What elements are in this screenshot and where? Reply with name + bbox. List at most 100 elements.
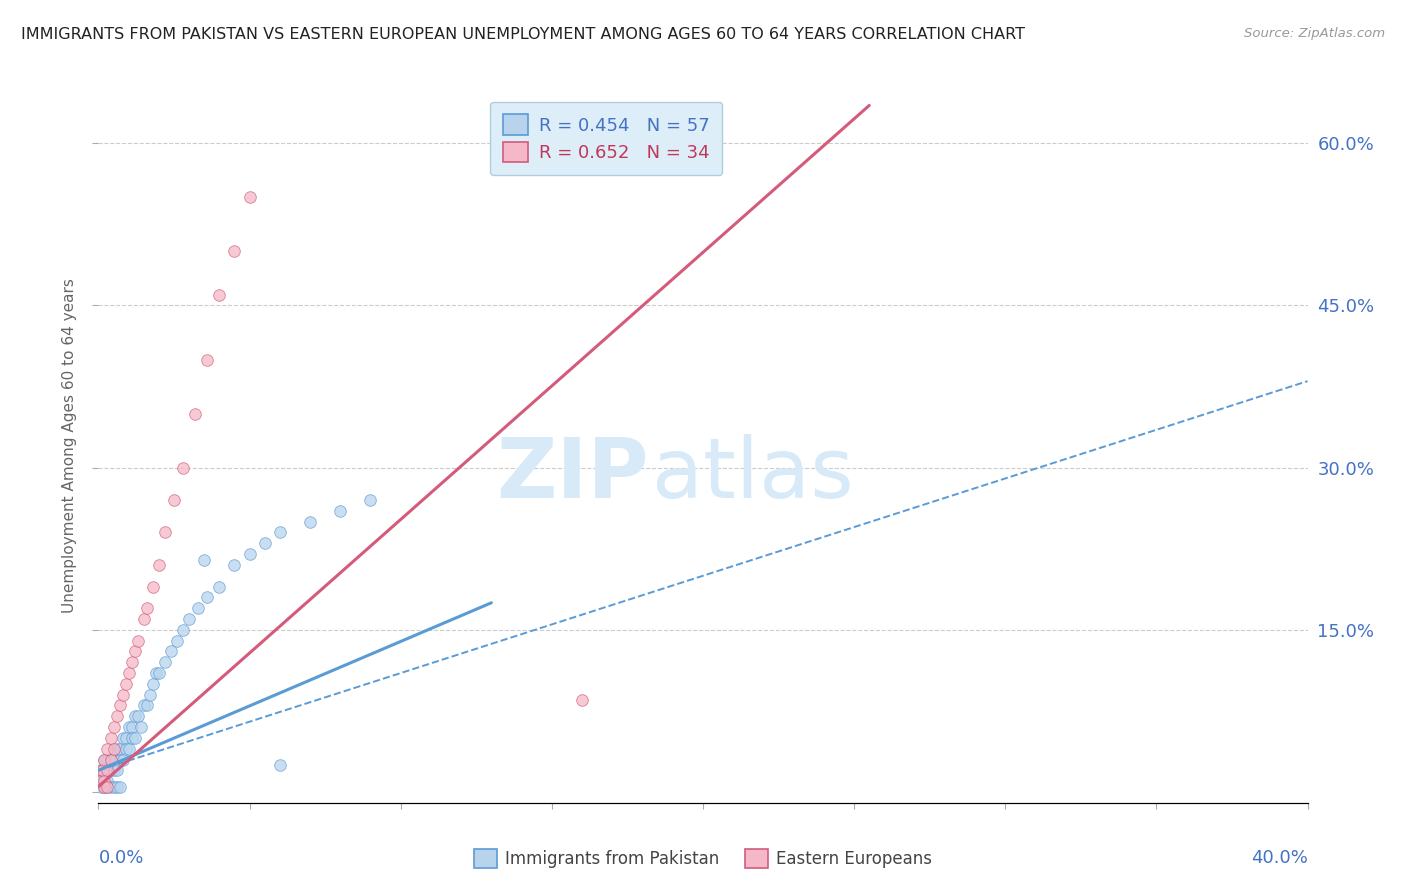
Point — [148, 666, 170, 681]
Point — [105, 741, 128, 756]
Point — [108, 698, 131, 713]
Point — [90, 780, 112, 794]
Point — [89, 774, 111, 789]
Point — [93, 753, 115, 767]
Point — [91, 774, 114, 789]
Point — [96, 741, 118, 756]
Point — [224, 244, 246, 259]
Point — [100, 753, 122, 767]
Text: 0.0%: 0.0% — [98, 849, 143, 867]
Point — [129, 720, 152, 734]
Point — [94, 764, 117, 778]
Point — [187, 601, 209, 615]
Point — [148, 558, 170, 572]
Point — [195, 591, 218, 605]
Text: Source: ZipAtlas.com: Source: ZipAtlas.com — [1244, 27, 1385, 40]
Point — [269, 758, 291, 772]
Text: ZIP: ZIP — [496, 434, 648, 515]
Point — [184, 407, 207, 421]
Point — [103, 753, 125, 767]
Point — [93, 780, 115, 794]
Point — [100, 753, 122, 767]
Legend: R = 0.454   N = 57, R = 0.652   N = 34: R = 0.454 N = 57, R = 0.652 N = 34 — [491, 102, 723, 175]
Point — [111, 731, 134, 745]
Point — [100, 731, 122, 745]
Point — [135, 601, 157, 615]
Point — [111, 688, 134, 702]
Point — [90, 764, 112, 778]
Point — [224, 558, 246, 572]
Point — [100, 780, 122, 794]
Point — [172, 460, 194, 475]
Point — [93, 780, 115, 794]
Y-axis label: Unemployment Among Ages 60 to 64 years: Unemployment Among Ages 60 to 64 years — [62, 278, 77, 614]
Point — [360, 493, 382, 508]
Point — [124, 644, 146, 658]
Point — [253, 536, 276, 550]
Point — [91, 764, 114, 778]
Point — [127, 633, 149, 648]
Point — [121, 731, 143, 745]
Point — [153, 655, 176, 669]
Point — [135, 698, 157, 713]
Point — [142, 677, 165, 691]
Point — [96, 764, 118, 778]
Legend: Immigrants from Pakistan, Eastern Europeans: Immigrants from Pakistan, Eastern Europe… — [467, 842, 939, 875]
Point — [114, 741, 136, 756]
Point — [239, 190, 262, 204]
Point — [118, 741, 141, 756]
Point — [160, 644, 183, 658]
Point — [93, 774, 115, 789]
Point — [299, 515, 322, 529]
Point — [93, 753, 115, 767]
Point — [96, 753, 118, 767]
Point — [179, 612, 201, 626]
Point — [269, 525, 291, 540]
Point — [153, 525, 176, 540]
Point — [89, 774, 111, 789]
Point — [114, 731, 136, 745]
Point — [118, 666, 141, 681]
Point — [571, 693, 593, 707]
Point — [105, 764, 128, 778]
Point — [114, 677, 136, 691]
Point — [118, 720, 141, 734]
Point — [142, 580, 165, 594]
Point — [195, 352, 218, 367]
Point — [96, 780, 118, 794]
Point — [208, 287, 231, 301]
Text: IMMIGRANTS FROM PAKISTAN VS EASTERN EUROPEAN UNEMPLOYMENT AMONG AGES 60 TO 64 YE: IMMIGRANTS FROM PAKISTAN VS EASTERN EURO… — [21, 27, 1025, 42]
Text: 40.0%: 40.0% — [1251, 849, 1308, 867]
Point — [111, 753, 134, 767]
Point — [103, 764, 125, 778]
Point — [132, 698, 155, 713]
Point — [90, 764, 112, 778]
Point — [239, 547, 262, 561]
Point — [121, 720, 143, 734]
Point — [193, 552, 215, 566]
Point — [108, 780, 131, 794]
Point — [103, 780, 125, 794]
Point — [100, 764, 122, 778]
Point — [139, 688, 162, 702]
Point — [96, 780, 118, 794]
Point — [105, 709, 128, 723]
Point — [329, 504, 352, 518]
Point — [96, 764, 118, 778]
Point — [124, 731, 146, 745]
Point — [93, 774, 115, 789]
Point — [166, 633, 188, 648]
Point — [121, 655, 143, 669]
Point — [132, 612, 155, 626]
Text: atlas: atlas — [652, 434, 853, 515]
Point — [124, 709, 146, 723]
Point — [127, 709, 149, 723]
Point — [96, 774, 118, 789]
Point — [108, 741, 131, 756]
Point — [208, 580, 231, 594]
Point — [103, 741, 125, 756]
Point — [172, 623, 194, 637]
Point — [105, 780, 128, 794]
Point — [108, 753, 131, 767]
Point — [145, 666, 167, 681]
